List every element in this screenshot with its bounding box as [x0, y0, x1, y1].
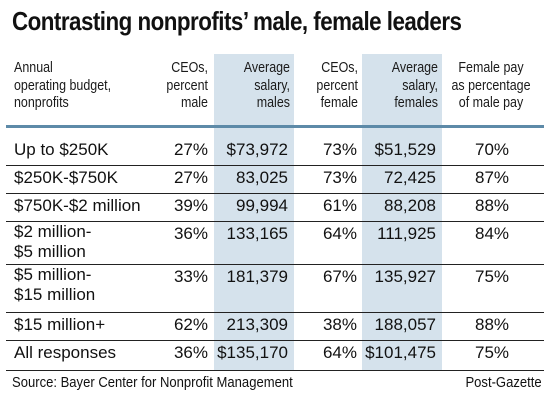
- cell-salary-female: 188,057: [374, 315, 436, 334]
- cell-salary-male: 99,994: [236, 196, 288, 215]
- cell-budget: All responses: [14, 343, 117, 362]
- table-bottom-rule: [6, 370, 544, 371]
- cell-ceo-female: 38%: [322, 315, 357, 334]
- cell-female-pay-pct: 75%: [474, 267, 510, 286]
- cell-budget: $2 million- $5 million: [14, 222, 92, 261]
- row-rule: [6, 312, 544, 313]
- cell-ceo-male: 36%: [173, 343, 208, 362]
- header-ceo-female: CEOs, percent female: [316, 60, 358, 111]
- cell-female-pay-pct: 70%: [474, 140, 510, 159]
- cell-female-pay-pct: 75%: [474, 343, 510, 362]
- cell-budget: $15 million+: [14, 315, 106, 334]
- cell-ceo-female: 61%: [322, 196, 357, 215]
- cell-salary-male: 83,025: [236, 168, 288, 187]
- row-rule: [6, 193, 544, 194]
- header-female-pay-pct: Female pay as percentage of male pay: [451, 60, 531, 111]
- cell-salary-male: $135,170: [217, 343, 288, 362]
- cell-salary-female: 72,425: [384, 168, 436, 187]
- header-budget: Annual operating budget, nonprofits: [14, 60, 112, 111]
- cell-ceo-female: 73%: [322, 140, 357, 159]
- cell-female-pay-pct: 88%: [474, 196, 510, 215]
- cell-salary-female: 88,208: [384, 196, 436, 215]
- cell-ceo-female: 73%: [322, 168, 357, 187]
- cell-budget: Up to $250K: [14, 140, 109, 159]
- cell-salary-male: 213,309: [226, 315, 288, 334]
- credit: Post-Gazette: [465, 375, 542, 391]
- cell-salary-male: 133,165: [226, 224, 288, 243]
- cell-salary-female: 111,925: [377, 224, 436, 243]
- cell-budget: $750K-$2 million: [14, 196, 141, 215]
- cell-ceo-male: 27%: [173, 140, 208, 159]
- cell-ceo-female: 64%: [322, 343, 357, 362]
- cell-salary-male: $73,972: [226, 140, 288, 159]
- cell-salary-female: $101,475: [365, 343, 436, 362]
- cell-ceo-male: 36%: [173, 224, 208, 243]
- row-rule: [6, 165, 544, 166]
- cell-female-pay-pct: 88%: [474, 315, 510, 334]
- cell-ceo-female: 64%: [322, 224, 357, 243]
- male-salary-column-shade: [214, 54, 294, 370]
- cell-ceo-male: 62%: [173, 315, 208, 334]
- cell-ceo-female: 67%: [322, 267, 357, 286]
- header-ceo-male: CEOs, percent male: [166, 60, 208, 111]
- cell-ceo-male: 39%: [173, 196, 208, 215]
- row-rule: [6, 221, 544, 222]
- row-rule: [6, 264, 544, 265]
- cell-salary-female: 135,927: [374, 267, 436, 286]
- header-salary-male: Average salary, males: [243, 60, 290, 111]
- cell-salary-male: 181,379: [226, 267, 288, 286]
- source-note: Source: Bayer Center for Nonprofit Manag…: [12, 375, 293, 391]
- cell-female-pay-pct: 84%: [474, 224, 510, 243]
- female-salary-column-shade: [362, 54, 442, 370]
- cell-budget: $250K-$750K: [14, 168, 118, 187]
- cell-ceo-male: 33%: [173, 267, 208, 286]
- cell-female-pay-pct: 87%: [474, 168, 510, 187]
- header-salary-female: Average salary, females: [391, 60, 438, 111]
- row-rule: [6, 340, 544, 341]
- cell-budget: $5 million- $15 million: [14, 265, 96, 304]
- chart-title: Contrasting nonprofits’ male, female lea…: [12, 6, 462, 36]
- cell-salary-female: $51,529: [374, 140, 436, 159]
- header-rule: [6, 125, 544, 128]
- cell-ceo-male: 27%: [173, 168, 208, 187]
